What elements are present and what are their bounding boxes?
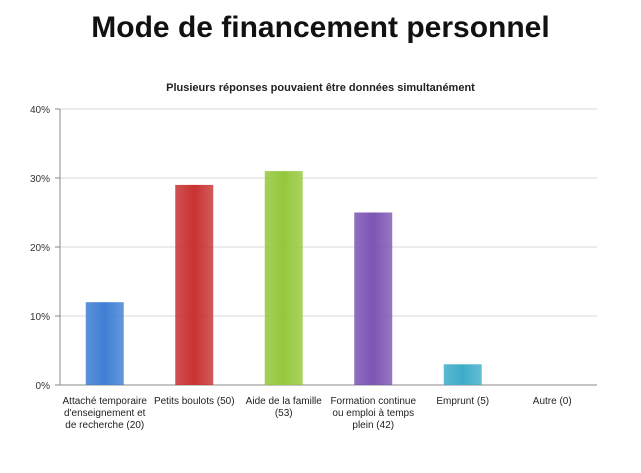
x-tick-label: Petits boulots (50) bbox=[153, 396, 235, 407]
y-tick-label: 10% bbox=[30, 312, 50, 323]
y-tick-label: 20% bbox=[30, 243, 50, 254]
bar bbox=[443, 364, 482, 385]
x-tick-label: Emprunt (5) bbox=[436, 396, 490, 407]
bar bbox=[264, 171, 303, 385]
x-tick-label: Autre (0) bbox=[532, 396, 572, 407]
y-tick-label: 40% bbox=[30, 105, 50, 116]
bar bbox=[354, 212, 393, 385]
bar bbox=[85, 302, 124, 385]
x-tick-label: Attaché temporaire d'enseignement et de … bbox=[62, 396, 148, 431]
chart-subtitle: Plusieurs réponses pouvaient être donnée… bbox=[166, 82, 475, 94]
x-tick-label: Formation continue ou emploi à temps ple… bbox=[330, 396, 417, 431]
bar bbox=[175, 184, 214, 385]
y-tick-label: 30% bbox=[30, 174, 50, 185]
y-tick-label: 0% bbox=[36, 381, 51, 392]
x-tick-label: Aide de la famille (53) bbox=[245, 396, 322, 419]
chart-title: Mode de financement personnel bbox=[91, 11, 550, 44]
